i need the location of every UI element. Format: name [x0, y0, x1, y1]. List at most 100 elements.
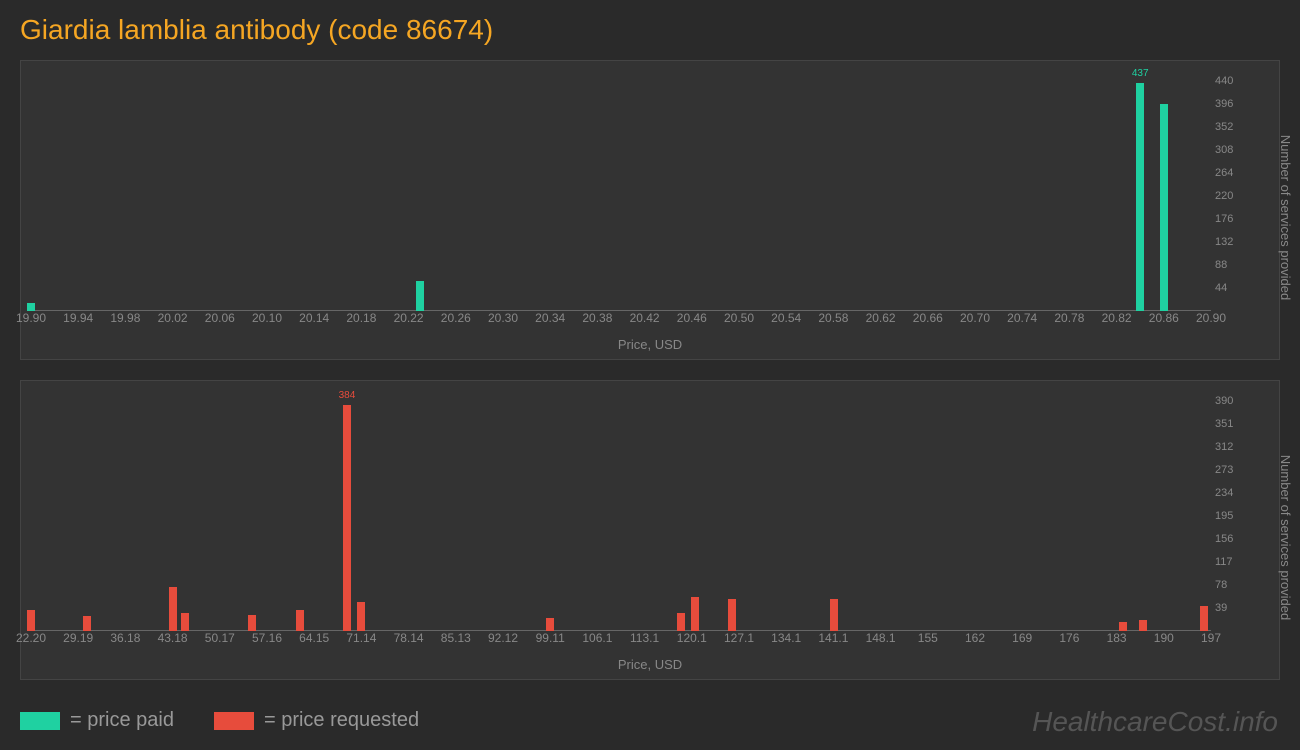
- x-tick-label: 20.70: [960, 311, 990, 325]
- y-tick-label: 312: [1215, 441, 1233, 453]
- x-tick-label: 169: [1012, 631, 1032, 645]
- bar: [691, 597, 699, 631]
- x-tick-label: 148.1: [866, 631, 896, 645]
- legend-item-paid: = price paid: [20, 709, 174, 732]
- x-tick-label: 141.1: [818, 631, 848, 645]
- chart-price-paid: 437 19.9019.9419.9820.0220.0620.1020.142…: [20, 60, 1280, 360]
- y-tick-label: 396: [1215, 98, 1233, 110]
- x-tick-label: 106.1: [582, 631, 612, 645]
- bar: [677, 613, 685, 631]
- x-tick-label: 176: [1059, 631, 1079, 645]
- x-tick-label: 183: [1107, 631, 1127, 645]
- x-tick-label: 20.30: [488, 311, 518, 325]
- legend: = price paid = price requested: [20, 709, 419, 732]
- legend-item-requested: = price requested: [214, 709, 419, 732]
- swatch-green: [20, 712, 60, 730]
- y-tick-label: 308: [1215, 144, 1233, 156]
- x-tick-label: 92.12: [488, 631, 518, 645]
- x-axis-label: Price, USD: [618, 337, 682, 352]
- x-tick-label: 36.18: [110, 631, 140, 645]
- x-tick-label: 20.58: [818, 311, 848, 325]
- y-tick-label: 117: [1215, 556, 1233, 568]
- bar: [728, 599, 736, 631]
- bar: [248, 615, 256, 632]
- x-ticks-top: 19.9019.9419.9820.0220.0620.1020.1420.18…: [31, 311, 1211, 331]
- bar: [546, 618, 554, 631]
- bar: [1119, 622, 1127, 631]
- bar: [1200, 606, 1208, 631]
- x-tick-label: 197: [1201, 631, 1221, 645]
- bar: [1136, 83, 1144, 311]
- bar: [27, 610, 35, 631]
- x-tick-label: 64.15: [299, 631, 329, 645]
- x-tick-label: 19.90: [16, 311, 46, 325]
- x-tick-label: 20.34: [535, 311, 565, 325]
- plot-area-top: 437: [31, 81, 1211, 311]
- x-tick-label: 29.19: [63, 631, 93, 645]
- y-tick-label: 264: [1215, 167, 1233, 179]
- y-tick-label: 39: [1215, 602, 1227, 614]
- y-tick-label: 440: [1215, 75, 1233, 87]
- bar: [1160, 104, 1168, 311]
- x-tick-label: 19.94: [63, 311, 93, 325]
- x-tick-label: 20.74: [1007, 311, 1037, 325]
- x-tick-label: 162: [965, 631, 985, 645]
- y-tick-label: 351: [1215, 418, 1233, 430]
- x-tick-label: 20.22: [394, 311, 424, 325]
- bar-value-label: 437: [1132, 68, 1149, 79]
- y-tick-label: 44: [1215, 282, 1227, 294]
- y-axis-label: Number of services provided: [1278, 135, 1293, 300]
- legend-label: = price requested: [264, 709, 419, 732]
- x-tick-label: 20.26: [441, 311, 471, 325]
- x-tick-label: 155: [918, 631, 938, 645]
- y-tick-label: 195: [1215, 510, 1233, 522]
- y-tick-label: 78: [1215, 579, 1227, 591]
- y-ticks-bottom: 3978117156195234273312351390: [1215, 401, 1255, 631]
- x-tick-label: 20.18: [346, 311, 376, 325]
- y-ticks-top: 4488132176220264308352396440: [1215, 81, 1255, 311]
- page-title: Giardia lamblia antibody (code 86674): [0, 0, 1300, 52]
- x-tick-label: 20.66: [913, 311, 943, 325]
- x-tick-label: 20.10: [252, 311, 282, 325]
- x-axis-label: Price, USD: [618, 657, 682, 672]
- bar: [181, 613, 189, 631]
- y-tick-label: 352: [1215, 121, 1233, 133]
- bar: [296, 610, 304, 631]
- x-tick-label: 127.1: [724, 631, 754, 645]
- bar: [27, 303, 35, 311]
- y-tick-label: 176: [1215, 213, 1233, 225]
- y-tick-label: 156: [1215, 533, 1233, 545]
- bar: [830, 599, 838, 631]
- x-tick-label: 20.46: [677, 311, 707, 325]
- y-tick-label: 132: [1215, 236, 1233, 248]
- x-tick-label: 20.82: [1102, 311, 1132, 325]
- x-tick-label: 43.18: [158, 631, 188, 645]
- x-tick-label: 120.1: [677, 631, 707, 645]
- watermark: HealthcareCost.info: [1032, 706, 1278, 738]
- bar-value-label: 384: [339, 390, 356, 401]
- x-tick-label: 20.86: [1149, 311, 1179, 325]
- x-tick-label: 22.20: [16, 631, 46, 645]
- x-ticks-bottom: 22.2029.1936.1843.1850.1757.1664.1571.14…: [31, 631, 1211, 651]
- y-tick-label: 390: [1215, 395, 1233, 407]
- bar: [83, 616, 91, 631]
- x-tick-label: 85.13: [441, 631, 471, 645]
- bar: [343, 405, 351, 631]
- x-tick-label: 20.02: [158, 311, 188, 325]
- x-tick-label: 20.42: [630, 311, 660, 325]
- x-tick-label: 113.1: [630, 631, 659, 645]
- x-tick-label: 78.14: [394, 631, 424, 645]
- x-tick-label: 20.14: [299, 311, 329, 325]
- y-tick-label: 234: [1215, 487, 1233, 499]
- x-tick-label: 20.78: [1054, 311, 1084, 325]
- x-tick-label: 134.1: [771, 631, 801, 645]
- x-tick-label: 20.62: [866, 311, 896, 325]
- x-tick-label: 57.16: [252, 631, 282, 645]
- x-tick-label: 20.90: [1196, 311, 1226, 325]
- legend-label: = price paid: [70, 709, 174, 732]
- y-tick-label: 88: [1215, 259, 1227, 271]
- y-axis-label: Number of services provided: [1278, 455, 1293, 620]
- x-tick-label: 20.38: [582, 311, 612, 325]
- bar: [1139, 620, 1147, 631]
- plot-area-bottom: 384: [31, 401, 1211, 631]
